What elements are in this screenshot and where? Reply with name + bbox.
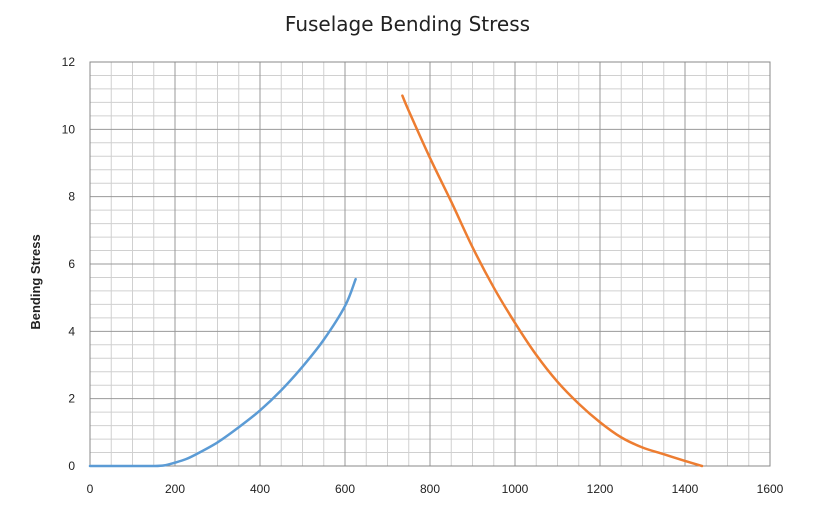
x-tick-label: 400 <box>250 482 270 496</box>
x-tick-label: 0 <box>87 482 94 496</box>
plot-area-frame <box>89 61 771 467</box>
y-tick-label: 0 <box>68 459 75 473</box>
y-tick-label: 6 <box>68 257 75 271</box>
y-tick-label: 8 <box>68 190 75 204</box>
x-axis-ticks: 0 200 400 600 800 1000 1200 1400 1600 <box>87 482 784 496</box>
series-layer <box>88 94 704 468</box>
x-tick-label: 1200 <box>587 482 614 496</box>
chart-title: Fuselage Bending Stress <box>284 12 531 36</box>
x-tick-label: 800 <box>420 482 440 496</box>
y-tick-label: 2 <box>68 392 75 406</box>
x-tick-label: 1400 <box>672 482 699 496</box>
major-gridlines <box>89 61 771 467</box>
x-tick-label: 200 <box>165 482 185 496</box>
series-line-2 <box>401 94 704 468</box>
x-tick-label: 1600 <box>757 482 784 496</box>
y-axis-label: Bending Stress <box>28 234 43 329</box>
x-tick-label: 600 <box>335 482 355 496</box>
series-line-1 <box>88 277 357 468</box>
y-tick-label: 10 <box>62 122 76 136</box>
y-tick-label: 4 <box>68 324 75 338</box>
x-tick-label: 1000 <box>502 482 529 496</box>
y-axis-ticks: 0 2 4 6 8 10 12 <box>62 55 76 473</box>
y-tick-label: 12 <box>62 55 76 69</box>
